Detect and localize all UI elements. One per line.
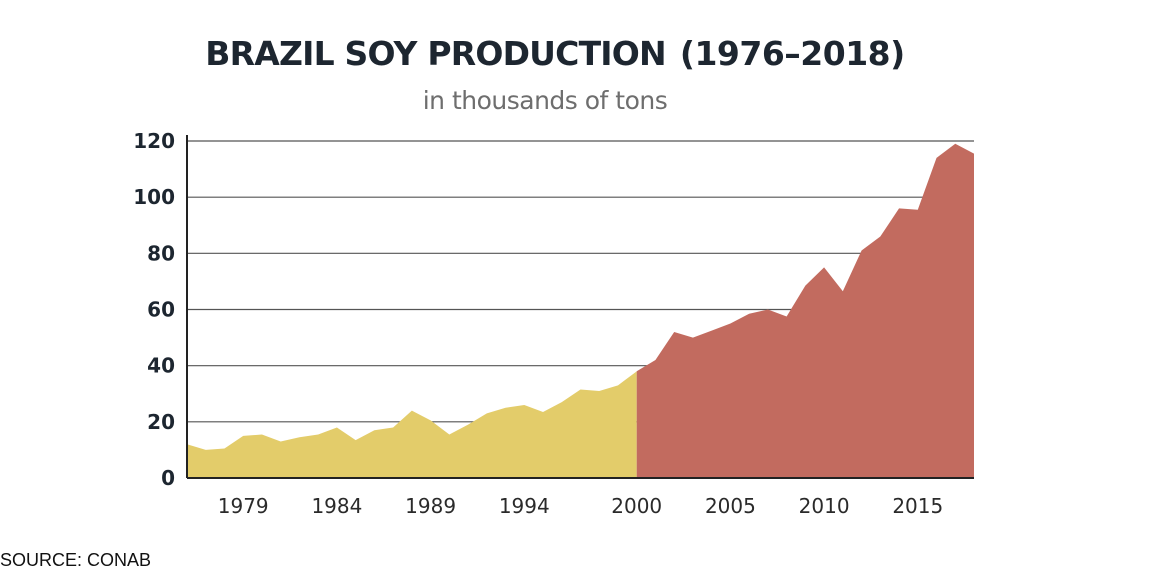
x-tick-label-2005: 2005 bbox=[705, 494, 756, 518]
y-tick-label-120: 120 bbox=[133, 129, 175, 153]
y-tick-labels: 0 20 40 60 80 100 120 bbox=[133, 129, 175, 490]
chart-title: BRAZIL SOY PRODUCTION (1976–2018) bbox=[0, 34, 1110, 73]
area-2000-2018 bbox=[636, 143, 974, 478]
x-tick-label-1989: 1989 bbox=[405, 494, 456, 518]
source-note: SOURCE: CONAB bbox=[0, 550, 152, 570]
x-tick-label-1984: 1984 bbox=[311, 494, 362, 518]
y-tick-label-100: 100 bbox=[133, 185, 175, 209]
x-tick-label-2000: 2000 bbox=[611, 494, 662, 518]
area-series bbox=[187, 143, 974, 478]
axes bbox=[186, 135, 974, 479]
area-1976-2000 bbox=[187, 371, 637, 478]
y-tick-label-20: 20 bbox=[147, 410, 175, 434]
x-tick-label-2010: 2010 bbox=[799, 494, 850, 518]
y-tick-label-80: 80 bbox=[147, 241, 175, 265]
chart-title-years: (1976–2018) bbox=[679, 34, 905, 73]
x-tick-label-2015: 2015 bbox=[892, 494, 943, 518]
x-tick-label-1979: 1979 bbox=[218, 494, 269, 518]
y-tick-label-60: 60 bbox=[147, 298, 175, 322]
x-tick-label-1994: 1994 bbox=[499, 494, 550, 518]
chart-subtitle: in thousands of tons bbox=[422, 86, 668, 115]
y-tick-label-40: 40 bbox=[147, 354, 175, 378]
chart-title-main: BRAZIL SOY PRODUCTION bbox=[205, 34, 666, 73]
y-tick-label-0: 0 bbox=[161, 466, 175, 490]
x-tick-labels: 1979 1984 1989 1994 2000 2005 2010 2015 bbox=[218, 494, 943, 518]
